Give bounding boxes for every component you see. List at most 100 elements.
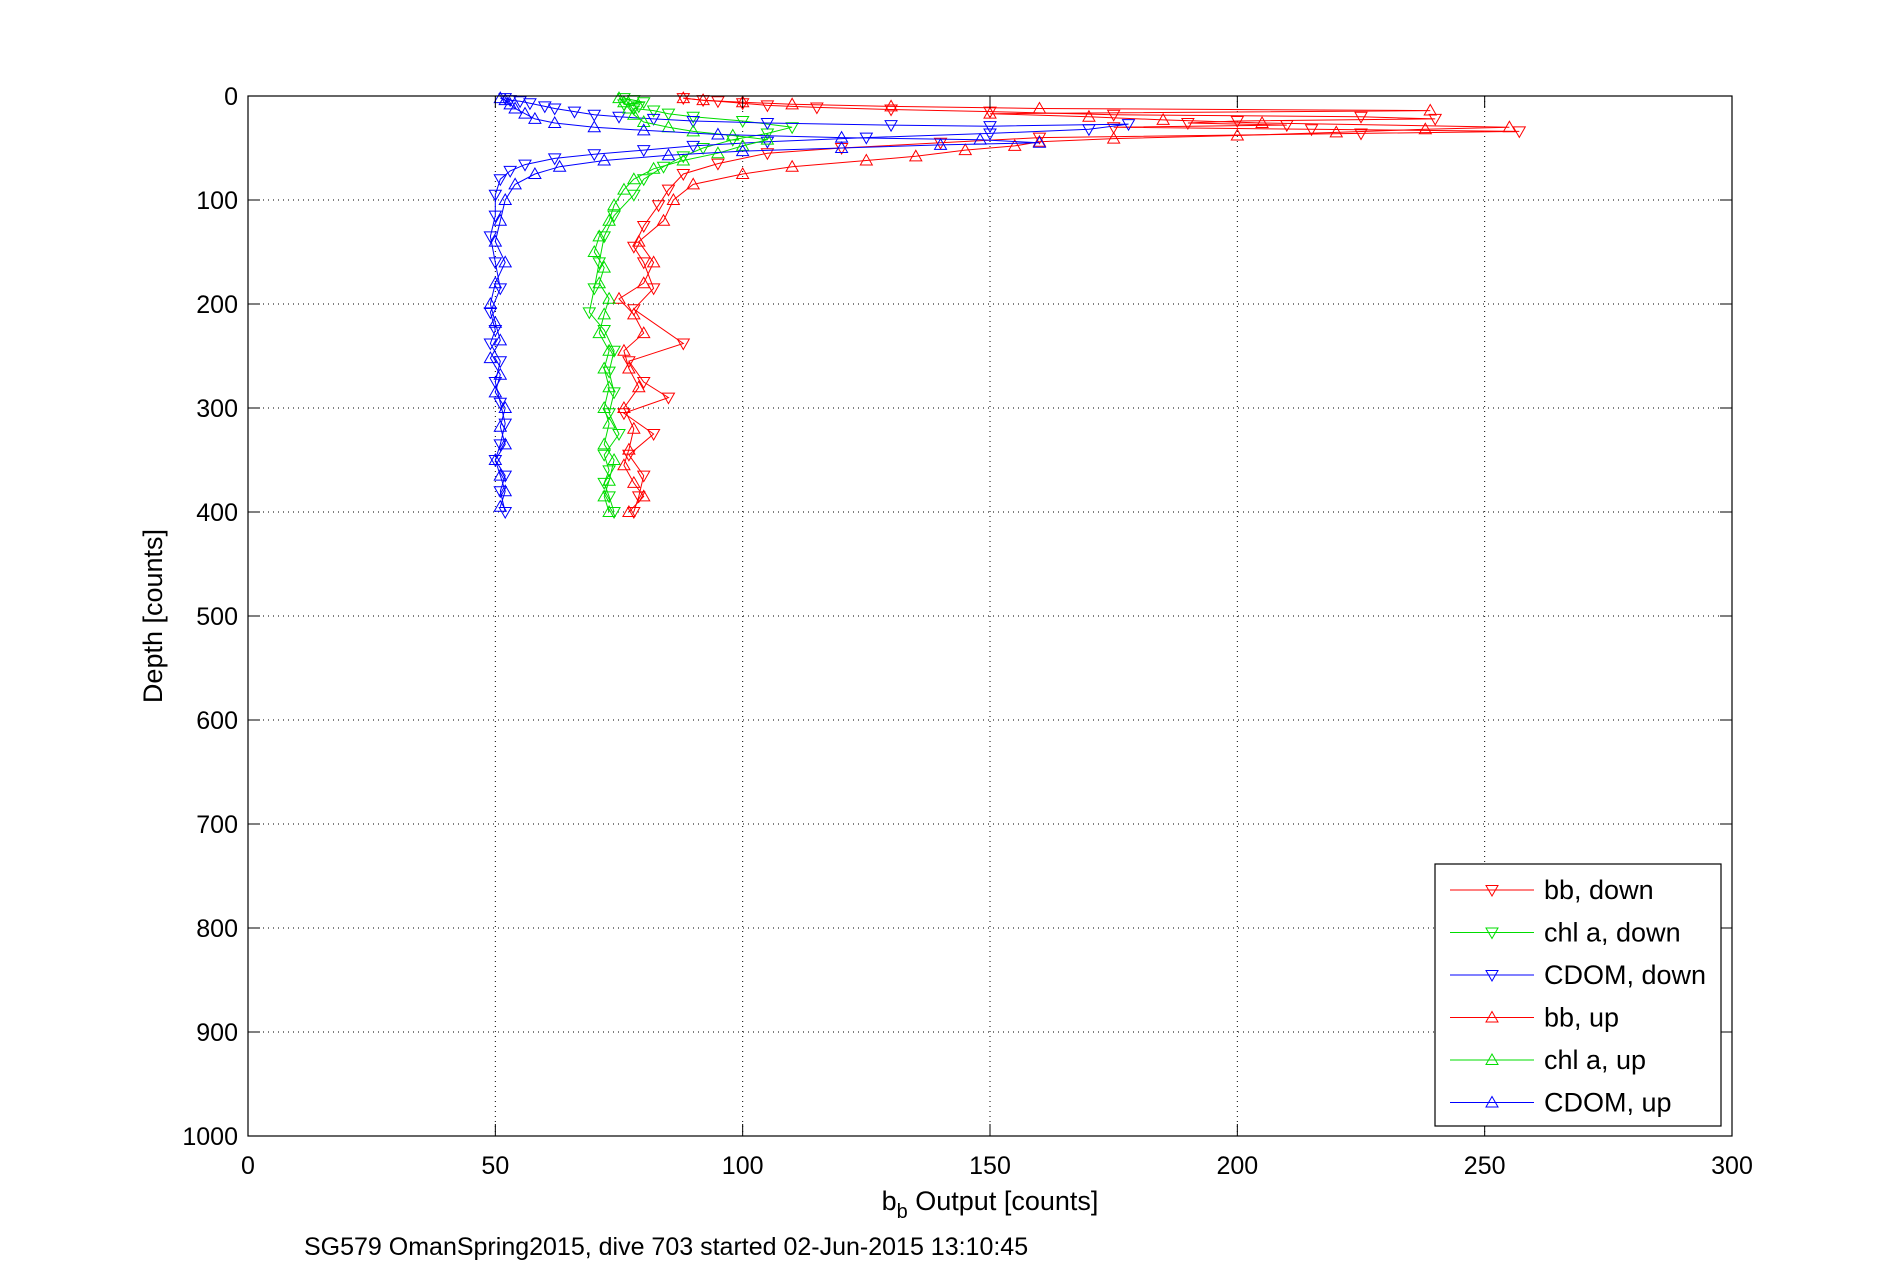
data-point-cdom-down — [612, 111, 626, 124]
data-point-chl-a-down — [626, 103, 641, 116]
data-point-cdom-up — [498, 255, 513, 268]
x-tick-label: 250 — [1464, 1152, 1506, 1180]
data-point-bb-up — [1423, 103, 1438, 116]
data-point-cdom-up — [493, 91, 508, 104]
x-axis-label: bb Output [counts] — [882, 1186, 1099, 1223]
data-point-cdom-up — [493, 367, 508, 380]
data-point-bb-down — [631, 491, 646, 504]
data-point-chl-a-down — [696, 143, 710, 156]
data-point-chl-a-up — [597, 437, 612, 450]
grid-lines — [248, 96, 1732, 1136]
data-point-chl-a-up — [592, 276, 607, 289]
data-point-chl-a-up — [597, 489, 612, 502]
data-point-cdom-up — [493, 419, 508, 432]
data-point-cdom-up — [498, 400, 513, 413]
data-point-cdom-up — [488, 315, 503, 328]
series-bb-up — [612, 91, 1517, 517]
legend-marker-cdom-down — [1485, 970, 1499, 983]
y-tick-label: 200 — [196, 291, 238, 319]
y-tick-label: 0 — [224, 83, 238, 111]
data-point-bb-down — [1428, 113, 1443, 126]
data-point-bb-up — [631, 234, 646, 247]
data-point-chl-a-up — [602, 473, 616, 486]
data-point-bb-down — [1512, 126, 1527, 139]
data-point-bb-down — [1304, 124, 1319, 137]
data-point-bb-up — [859, 153, 874, 166]
data-point-cdom-up — [493, 333, 508, 346]
legend-marker-chl-a-up — [1485, 1052, 1499, 1065]
data-point-chl-a-up — [760, 132, 775, 145]
legend-label-chl-a-up: chl a, up — [1544, 1045, 1646, 1075]
legend-items: bb, down chl a, down CDOM, down bb, up chl a… — [1450, 875, 1706, 1118]
data-point-chl-a-down — [735, 115, 750, 128]
data-point-chl-a-up — [622, 101, 636, 114]
data-point-cdom-down — [488, 325, 503, 338]
data-point-bb-down — [884, 104, 898, 117]
data-point-bb-up — [908, 149, 923, 162]
data-point-bb-up — [1502, 120, 1517, 133]
data-point-bb-down — [810, 102, 824, 115]
data-point-cdom-up — [518, 106, 532, 119]
data-point-cdom-down — [646, 113, 661, 126]
data-point-chl-a-down — [612, 429, 626, 442]
data-point-cdom-down — [1082, 124, 1096, 137]
legend-entry-bb-up: bb, up — [1450, 1003, 1619, 1033]
legend-entry-cdom-up: CDOM, up — [1450, 1088, 1672, 1118]
data-point-chl-a-down — [587, 283, 602, 296]
data-point-chl-a-up — [626, 172, 641, 185]
series-line-chl-a-up — [593, 97, 768, 513]
data-point-bb-up — [636, 276, 651, 289]
legend-marker-bb-down — [1485, 885, 1499, 898]
data-point-cdom-up — [488, 385, 503, 398]
data-point-cdom-down — [493, 356, 508, 369]
data-point-bb-up — [1329, 125, 1344, 138]
data-point-bb-up — [622, 361, 636, 374]
data-point-cdom-up — [528, 166, 542, 179]
data-point-bb-up — [1106, 131, 1121, 144]
data-point-cdom-up — [547, 116, 562, 129]
data-point-bb-up — [676, 91, 691, 104]
data-point-chl-a-up — [592, 229, 607, 242]
data-point-chl-a-down — [607, 345, 621, 358]
data-point-cdom-down — [884, 120, 898, 133]
data-point-chl-a-up — [646, 161, 661, 174]
data-point-cdom-up — [597, 153, 612, 166]
data-point-bb-up — [1032, 134, 1047, 147]
data-point-cdom-up — [508, 101, 522, 114]
legend-box — [1434, 863, 1722, 1127]
data-point-cdom-down — [547, 153, 562, 166]
legend-marker-cdom-up — [1485, 1095, 1499, 1108]
data-point-chl-a-down — [785, 122, 799, 135]
x-tick-label: 0 — [241, 1152, 255, 1180]
data-point-bb-up — [1418, 122, 1433, 135]
legend: bb, down chl a, down CDOM, down bb, up chl a… — [1434, 863, 1722, 1127]
data-point-cdom-down — [488, 210, 503, 223]
data-point-chl-a-up — [597, 260, 612, 273]
data-point-chl-a-up — [602, 291, 616, 304]
y-tick-label: 400 — [196, 499, 238, 527]
data-point-chl-a-down — [607, 210, 621, 223]
data-point-cdom-up — [552, 159, 567, 172]
data-point-cdom-down — [488, 257, 503, 270]
data-point-chl-a-up — [617, 95, 631, 108]
data-point-chl-a-up — [587, 244, 602, 257]
legend-entry-chl-a-up: chl a, up — [1450, 1045, 1646, 1075]
y-tick-label: 300 — [196, 395, 238, 423]
data-point-cdom-up — [493, 468, 508, 481]
data-point-chl-a-up — [607, 198, 621, 211]
data-point-chl-a-up — [607, 452, 621, 465]
data-point-bb-up — [958, 143, 973, 156]
x-tick-label: 300 — [1711, 1152, 1753, 1180]
data-point-bb-down — [1354, 111, 1368, 124]
data-point-chl-a-up — [636, 114, 651, 127]
data-point-chl-a-down — [582, 307, 597, 320]
data-point-bb-down — [676, 169, 691, 182]
legend-entry-cdom-down: CDOM, down — [1450, 960, 1706, 990]
data-point-cdom-up — [834, 140, 849, 153]
data-point-cdom-down — [493, 283, 508, 296]
data-point-chl-a-up — [597, 400, 612, 413]
legend-label-bb-down: bb, down — [1544, 875, 1654, 905]
data-point-cdom-down — [523, 98, 537, 111]
y-tick-label: 700 — [196, 811, 238, 839]
